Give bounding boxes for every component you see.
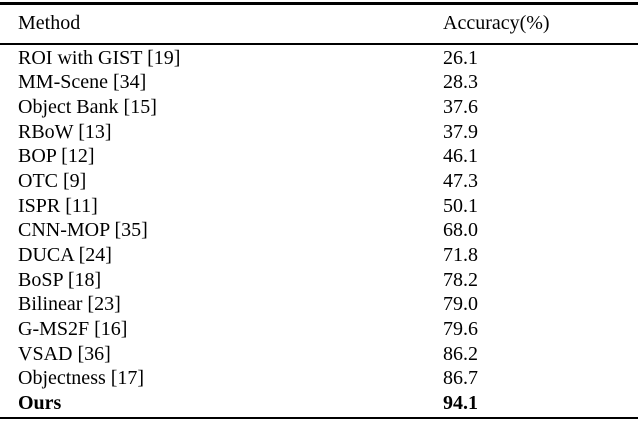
header-rule <box>0 42 638 45</box>
accuracy-cell: 46.1 <box>443 145 478 168</box>
accuracy-cell: 79.6 <box>443 318 478 341</box>
method-cell: Objectness [17] <box>18 367 145 390</box>
accuracy-cell: 47.3 <box>443 169 478 192</box>
table-row: ROI with GIST [19] 26.1 <box>0 46 638 71</box>
bottom-rule <box>0 416 638 419</box>
table-row: VSAD [36] 86.2 <box>0 342 638 367</box>
accuracy-cell: 68.0 <box>443 219 478 242</box>
table-row: Bilinear [23] 79.0 <box>0 292 638 317</box>
accuracy-cell: 50.1 <box>443 194 478 217</box>
method-cell: OTC [9] <box>18 169 87 192</box>
method-cell: BoSP [18] <box>18 268 102 291</box>
method-cell: BOP [12] <box>18 145 95 168</box>
table-row: BOP [12] 46.1 <box>0 144 638 169</box>
method-cell: DUCA [24] <box>18 244 112 266</box>
method-cell: ROI with GIST [19] <box>18 46 181 69</box>
table-row: DUCA [24] 71.8 <box>0 243 638 268</box>
table-row: OTC [9] 47.3 <box>0 169 638 194</box>
accuracy-cell: 86.7 <box>443 367 478 390</box>
top-rule <box>0 2 638 5</box>
table-header-row: Method Accuracy(%) <box>0 5 638 42</box>
method-cell: Bilinear [23] <box>18 293 121 316</box>
method-cell: Object Bank [15] <box>18 95 157 118</box>
method-cell: RBoW [13] <box>18 120 112 143</box>
table-body: ROI with GIST [19] 26.1 MM-Scene [34] 28… <box>0 46 638 416</box>
accuracy-cell: 26.1 <box>443 46 478 69</box>
table-row: ISPR [11] 50.1 <box>0 194 638 219</box>
accuracy-column-header: Accuracy(%) <box>443 12 550 34</box>
table-row: CNN-MOP [35] 68.0 <box>0 218 638 243</box>
table-row-ours: Ours 94.1 <box>0 391 638 416</box>
accuracy-cell: 28.3 <box>443 71 478 94</box>
accuracy-cell: 37.6 <box>443 95 478 118</box>
method-cell: Ours <box>18 392 62 415</box>
accuracy-cell: 79.0 <box>443 293 478 316</box>
table-row: RBoW [13] 37.9 <box>0 120 638 145</box>
method-cell: VSAD [36] <box>18 342 111 365</box>
method-cell: MM-Scene [34] <box>18 71 147 94</box>
accuracy-cell: 78.2 <box>443 268 478 291</box>
table-row: Object Bank [15] 37.6 <box>0 95 638 120</box>
accuracy-cell: 86.2 <box>443 342 478 365</box>
method-cell: CNN-MOP [35] <box>18 219 148 242</box>
method-cell: ISPR [11] <box>18 194 98 217</box>
table-row: G-MS2F [16] 79.6 <box>0 317 638 342</box>
table-row: BoSP [18] 78.2 <box>0 268 638 293</box>
table-row: Objectness [17] 86.7 <box>0 366 638 391</box>
method-cell: G-MS2F [16] <box>18 318 128 341</box>
accuracy-cell: 71.8 <box>443 244 478 266</box>
accuracy-cell: 37.9 <box>443 120 478 143</box>
accuracy-cell: 94.1 <box>443 392 478 415</box>
table-row: MM-Scene [34] 28.3 <box>0 70 638 95</box>
method-column-header: Method <box>18 12 81 34</box>
